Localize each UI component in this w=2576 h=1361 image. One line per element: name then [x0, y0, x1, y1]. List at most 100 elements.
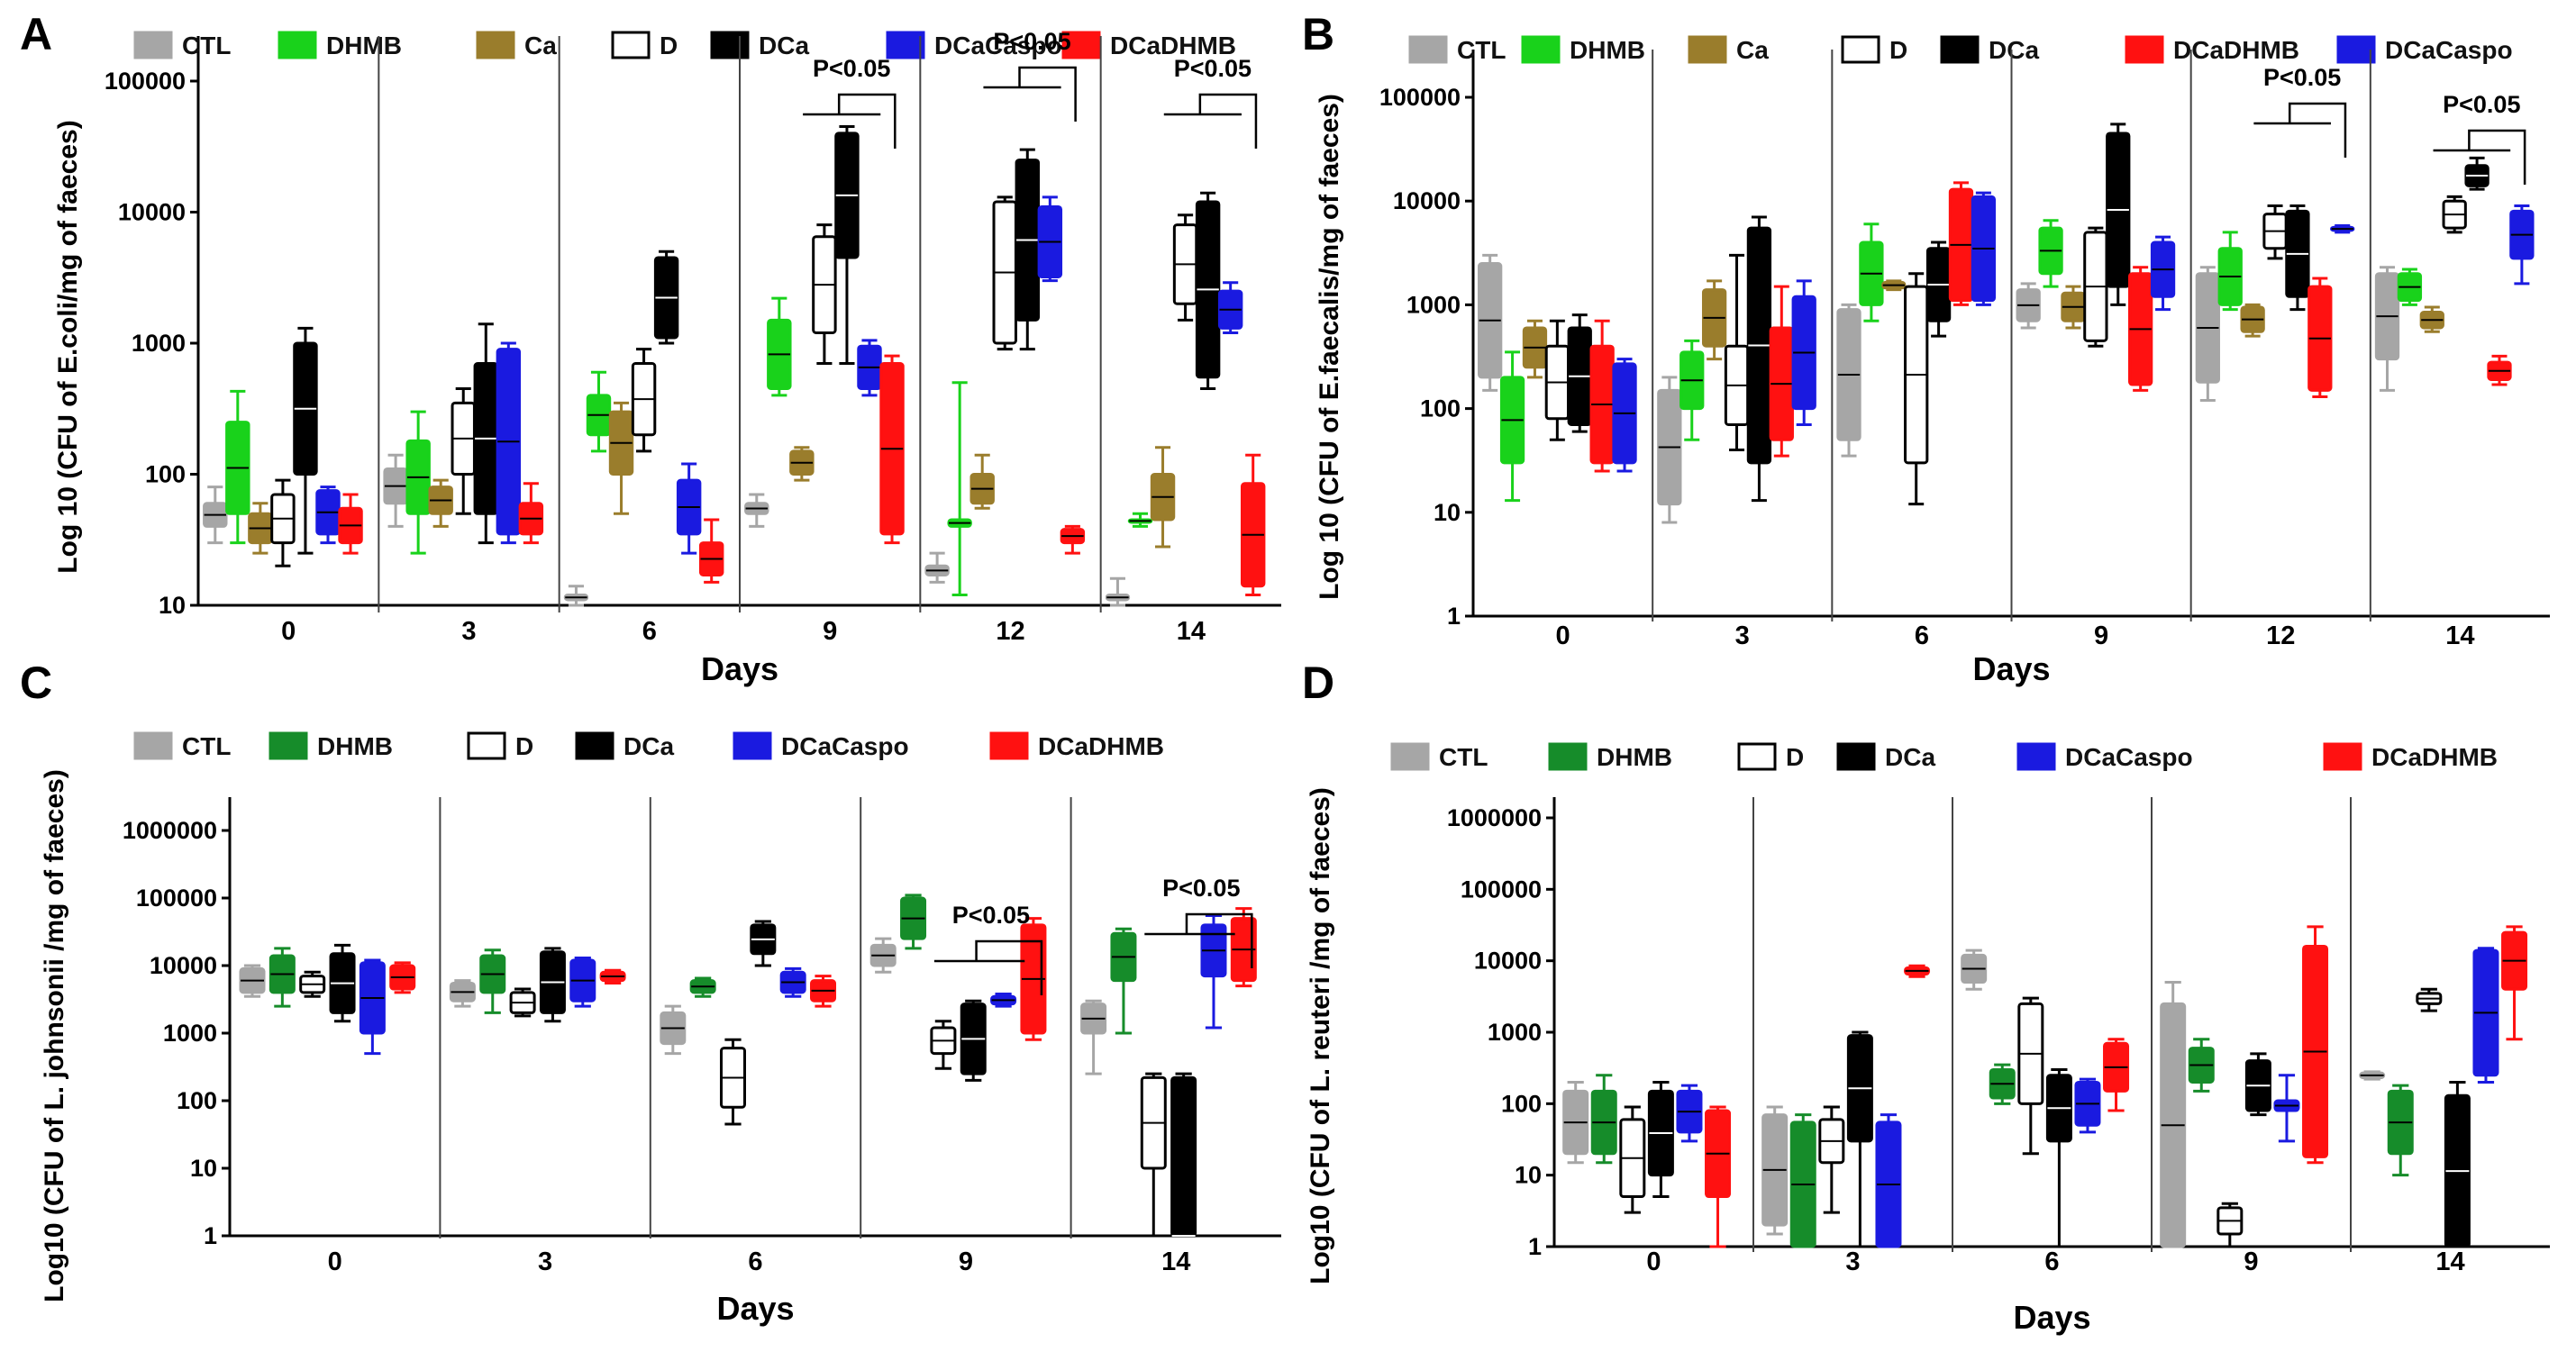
- box-dca-day-14: [1170, 1072, 1197, 1238]
- box-d-day-6: [2017, 996, 2044, 1156]
- box-dcacaspo-day-6: [676, 462, 702, 555]
- legend-label: Ca: [1736, 36, 1769, 64]
- box-ctl-day-14: [2359, 1070, 2386, 1081]
- x-tick-label: 9: [2244, 1248, 2258, 1276]
- panel-label: D: [1302, 658, 1334, 708]
- legend-swatch: [1688, 35, 1727, 64]
- x-tick-label: 12: [996, 617, 1024, 646]
- box-ctl-day-0: [1562, 1080, 1589, 1165]
- box-dcadhmb-day-12: [1060, 524, 1086, 555]
- box-dca-day-6: [2045, 1067, 2072, 1248]
- legend-swatch: [476, 31, 515, 59]
- box-dhmb-day-14: [2387, 1084, 2414, 1177]
- x-axis-label: Days: [1972, 650, 2050, 687]
- legend-label: DCaCaspo: [2065, 743, 2193, 771]
- legend-label: CTL: [1457, 36, 1506, 64]
- y-tick-label: 1000: [1488, 1019, 1542, 1046]
- legend-item: DCaCaspo: [2016, 742, 2193, 771]
- box-dca-day-0: [329, 943, 356, 1023]
- legend-swatch: [1061, 31, 1101, 59]
- box-dcacaspo-day-6: [2074, 1077, 2101, 1134]
- y-tick-label: 100000: [105, 68, 186, 95]
- box-d-day-12: [992, 195, 1017, 351]
- box-ca-day-0: [1522, 319, 1548, 379]
- box-dcadhmb-day-14: [1240, 453, 1266, 596]
- legend-item: DCa: [1836, 742, 1935, 771]
- box-dhmb-day-14: [2397, 268, 2423, 306]
- box-dhmb-day-9: [767, 296, 792, 397]
- box-dcadhmb-day-3: [1769, 285, 1794, 458]
- y-axis-label: Log 10 (CFU of E.faecalis/mg of faeces): [1315, 94, 1344, 600]
- legend-item: DCaCaspo: [2336, 35, 2513, 64]
- y-tick-label: 1000: [1406, 291, 1461, 318]
- box-dca-day-14: [2444, 1080, 2471, 1248]
- legend-swatch: [1548, 742, 1588, 771]
- box-dcadhmb-day-6: [2103, 1038, 2130, 1112]
- box-dcadhmb-day-9: [2302, 925, 2329, 1165]
- box-dcacaspo-day-12: [1037, 195, 1063, 283]
- box-ca-day-0: [248, 502, 273, 555]
- x-tick-label: 9: [959, 1248, 973, 1276]
- significance-bracket: [933, 939, 1043, 995]
- box-dca-day-9: [834, 124, 860, 366]
- box-dca-day-3: [473, 322, 498, 545]
- legend-item: DCaDHMB: [2323, 742, 2498, 771]
- x-tick-label: 6: [1915, 622, 1929, 650]
- y-tick-label: 100000: [1379, 84, 1461, 111]
- legend-label: DCaCaspo: [781, 732, 909, 760]
- box-ca-day-6: [1881, 279, 1907, 292]
- box-body: [1170, 1075, 1197, 1238]
- legend-swatch: [133, 31, 173, 59]
- chart-panel-c: C 1 10 100 1000 10000 100000 1000000 Log10 (CFU …: [20, 658, 1281, 1327]
- significance-label: P<0.05: [813, 55, 890, 82]
- box-d-day-9: [930, 1020, 957, 1070]
- box-ca-day-9: [789, 446, 815, 482]
- box-ctl-day-9: [869, 937, 897, 974]
- box-ca-day-12: [2240, 303, 2265, 338]
- box-dca-day-6: [1925, 240, 1952, 338]
- box-d-day-6: [1904, 272, 1929, 506]
- box-ctl-day-14: [2374, 266, 2400, 392]
- box-dcadhmb-day-0: [389, 961, 416, 994]
- legend-item: CTL: [1408, 35, 1506, 64]
- legend-item: CTL: [133, 731, 231, 760]
- box-dcacaspo-day-0: [1612, 358, 1637, 473]
- significance-bracket: [2253, 102, 2347, 158]
- box-dca-day-12: [2285, 204, 2310, 312]
- box-d-day-6: [631, 348, 657, 453]
- box-ctl-day-9: [2160, 981, 2187, 1248]
- box-dhmb-day-12: [947, 381, 972, 596]
- y-tick-label: 100000: [1461, 876, 1542, 903]
- legend-item: D: [1841, 35, 1907, 64]
- legend-label: CTL: [182, 32, 231, 59]
- box-d-day-3: [509, 987, 536, 1018]
- panel-label: A: [20, 9, 52, 59]
- y-tick-label: 1: [1528, 1233, 1542, 1260]
- box-dcacaspo-day-0: [1676, 1084, 1703, 1143]
- x-tick-label: 14: [1177, 617, 1206, 646]
- box-ctl-day-12: [2195, 266, 2220, 402]
- y-tick-label: 10000: [150, 952, 217, 979]
- y-tick-label: 10: [1434, 499, 1461, 526]
- box-dca-day-9: [2244, 1052, 2271, 1117]
- chart-panel-b: B 1 10 100 1000 10000 100000 Log 10 (CFU of E.f…: [1302, 9, 2550, 687]
- box-dcacaspo-day-6: [779, 966, 806, 998]
- box-dca-day-14: [1195, 191, 1221, 390]
- box-d-day-0: [1619, 1105, 1646, 1214]
- box-dca-day-14: [2464, 156, 2490, 191]
- box-dcadhmb-day-3: [599, 968, 626, 984]
- box-dcadhmb-day-14: [2487, 354, 2512, 386]
- legend-item: Ca: [1688, 35, 1769, 64]
- box-dcacaspo-day-14: [1200, 913, 1227, 1030]
- box-dhmb-day-14: [1127, 512, 1153, 528]
- legend-label: DCaDHMB: [1038, 732, 1164, 760]
- legend-item: DHMB: [1548, 742, 1672, 771]
- box-dhmb-day-0: [269, 947, 296, 1008]
- legend-label: DCa: [759, 32, 809, 59]
- y-axis-label: Log10 (CFU of L. reuteri /mg of faeces): [1306, 787, 1335, 1284]
- chart-panel-a: A 10 100 1000 10000 100000 Log 10 (CFU of E.co…: [20, 9, 1281, 687]
- legend-item: CTL: [1390, 742, 1488, 771]
- x-tick-label: 3: [538, 1248, 552, 1276]
- legend-swatch: [133, 731, 173, 760]
- x-axis-label: Days: [701, 650, 778, 687]
